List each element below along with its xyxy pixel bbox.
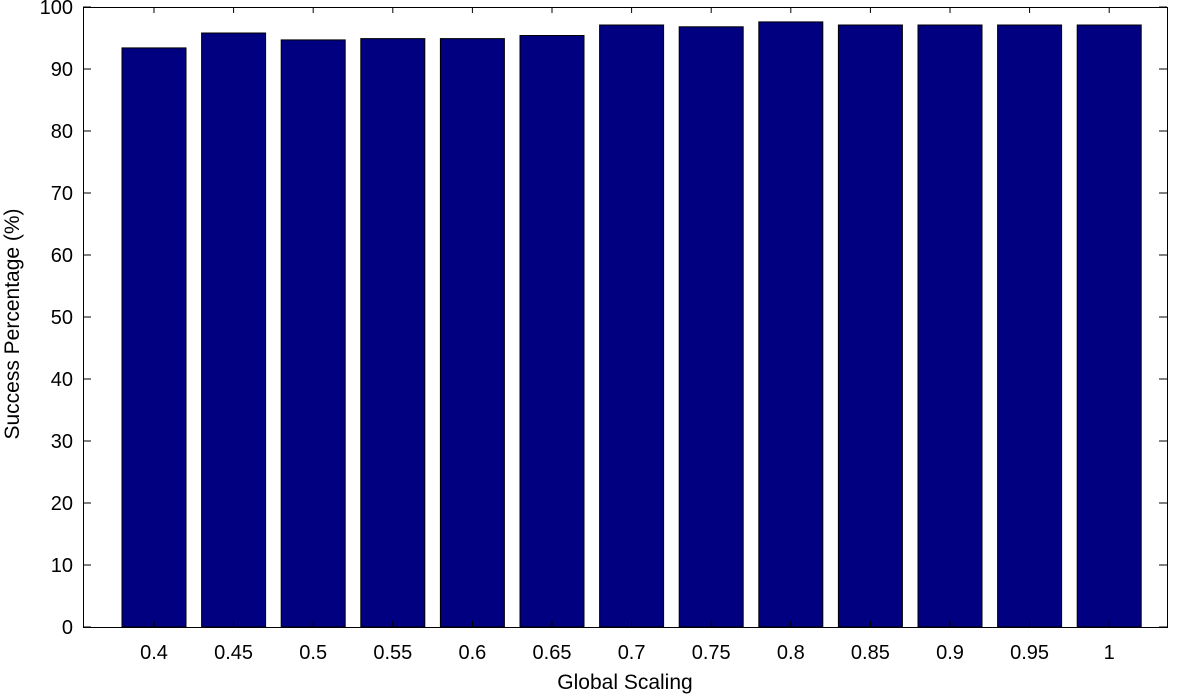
x-tick-label: 0.8 (777, 642, 805, 664)
x-tick-label: 0.95 (1010, 642, 1049, 664)
x-tick-label: 0.5 (299, 642, 327, 664)
y-tick-label: 40 (51, 369, 73, 391)
y-tick-label: 30 (51, 431, 73, 453)
x-tick-label: 0.9 (936, 642, 964, 664)
bar-0.8 (758, 21, 824, 628)
bar-0.7 (599, 24, 665, 628)
y-tick-label: 0 (62, 617, 73, 639)
y-tick-label: 10 (51, 555, 73, 577)
y-tick-label: 20 (51, 493, 73, 515)
y-tick-label: 50 (51, 307, 73, 329)
y-tick-label: 90 (51, 59, 73, 81)
y-tick-label: 60 (51, 245, 73, 267)
y-tick-label: 100 (40, 0, 73, 19)
bar-0.95 (997, 24, 1063, 628)
y-tick-label: 80 (51, 121, 73, 143)
bar-0.4 (121, 47, 187, 628)
x-tick-label: 0.75 (692, 642, 731, 664)
x-tick-label: 0.65 (533, 642, 572, 664)
bar-0.6 (439, 38, 505, 628)
y-axis-label: Success Percentage (%) (1, 208, 24, 439)
bar-0.65 (519, 35, 585, 628)
bar-0.75 (678, 26, 744, 628)
x-tick-label: 1 (1104, 642, 1115, 664)
bar-0.9 (917, 24, 983, 628)
x-tick-label: 0.45 (214, 642, 253, 664)
x-axis-label: Global Scaling (557, 671, 692, 694)
bar-0.85 (837, 24, 903, 628)
bar-0.45 (201, 32, 267, 628)
x-tick-label: 0.7 (618, 642, 646, 664)
y-axis-ticks: 0 10 20 30 40 50 60 70 80 90 100 (40, 0, 1167, 639)
bar-0.55 (360, 38, 426, 628)
bar-1 (1076, 24, 1142, 628)
y-tick-label: 70 (51, 183, 73, 205)
x-axis-ticks: 0.4 0.45 0.5 0.55 0.6 0.65 0.7 0.75 0.8 0.85 0.9 0.… (140, 7, 1115, 664)
x-tick-label: 0.4 (140, 642, 168, 664)
bar-group (121, 21, 1142, 628)
x-tick-label: 0.6 (458, 642, 486, 664)
bar-0.5 (280, 39, 346, 628)
x-tick-label: 0.55 (373, 642, 412, 664)
x-tick-label: 0.85 (851, 642, 890, 664)
